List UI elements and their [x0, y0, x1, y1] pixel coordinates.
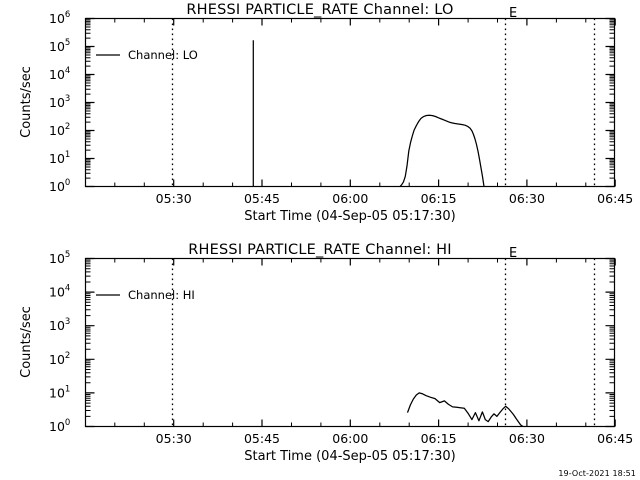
x-tick-labels-hi: 05:30 05:45 06:00 06:15 06:30 06:45	[156, 431, 634, 446]
event-marker-label-hi: E	[509, 246, 517, 261]
svg-text:100: 100	[49, 418, 70, 434]
svg-text:105: 105	[49, 250, 70, 266]
legend-lo: Channel: LO	[96, 48, 198, 62]
event-vlines-lo	[171, 18, 596, 187]
plot-frame-lo	[84, 17, 616, 188]
x-minor-ticks-lo	[114, 18, 587, 187]
y-major-ticks-lo	[85, 17, 615, 188]
legend-label-lo: Channel: LO	[128, 48, 198, 62]
data-series-lo	[252, 40, 485, 187]
svg-text:101: 101	[49, 384, 70, 400]
svg-text:103: 103	[49, 317, 70, 333]
plot-area-lo: E 100 101 102 103 104 105 106 05:30 05:4…	[19, 6, 634, 224]
x-major-ticks-hi	[173, 258, 616, 427]
svg-text:06:30: 06:30	[509, 191, 545, 206]
y-axis-title-lo: Counts/sec	[19, 66, 34, 138]
panel-title-lo: RHESSI PARTICLE_RATE Channel: LO	[186, 2, 454, 18]
plot-frame-hi	[84, 257, 616, 428]
svg-text:104: 104	[49, 66, 70, 82]
y-major-ticks-hi	[85, 257, 615, 428]
event-vlines-hi	[171, 258, 596, 427]
data-series-hi	[406, 392, 524, 428]
svg-text:06:30: 06:30	[509, 431, 545, 446]
plot-panel-lo: RHESSI PARTICLE_RATE Channel: LO	[19, 2, 634, 224]
svg-text:06:15: 06:15	[421, 431, 457, 446]
svg-text:101: 101	[49, 150, 70, 166]
y-tick-labels-hi: 100 101 102 103 104 105	[49, 250, 70, 434]
event-marker-label-lo: E	[509, 6, 517, 21]
plot-svg-lo: E 100 101 102 103 104 105 106 05:30 05:4…	[19, 6, 634, 224]
legend-hi: Channel: HI	[96, 288, 195, 302]
plot-panel-hi: RHESSI PARTICLE_RATE Channel: HI	[0, 240, 640, 480]
svg-text:102: 102	[49, 122, 70, 138]
svg-text:104: 104	[49, 284, 70, 300]
x-axis-title-hi: Start Time (04-Sep-05 05:17:30)	[244, 449, 455, 464]
svg-text:06:45: 06:45	[597, 431, 633, 446]
x-axis-title-lo: Start Time (04-Sep-05 05:17:30)	[244, 209, 455, 224]
svg-text:05:45: 05:45	[244, 431, 280, 446]
svg-text:106: 106	[49, 10, 70, 26]
x-major-ticks-lo	[173, 18, 616, 187]
y-axis-title-hi: Counts/sec	[19, 306, 34, 378]
svg-text:105: 105	[49, 38, 70, 54]
x-tick-labels-lo: 05:30 05:45 06:00 06:15 06:30 06:45	[156, 191, 634, 206]
svg-text:05:30: 05:30	[156, 191, 192, 206]
svg-text:102: 102	[49, 351, 70, 367]
plot-area-hi: E 100 101 102 103 104 105 05:30 05:45 06…	[0, 240, 640, 480]
svg-text:103: 103	[49, 94, 70, 110]
y-minor-ticks-lo	[85, 19, 615, 179]
render-timestamp: 19-Oct-2021 18:51	[558, 469, 636, 478]
panel-title-hi: RHESSI PARTICLE_RATE Channel: HI	[188, 242, 452, 258]
svg-text:06:15: 06:15	[421, 191, 457, 206]
x-minor-ticks-hi	[114, 258, 587, 427]
svg-text:05:30: 05:30	[156, 431, 192, 446]
y-tick-labels-lo: 100 101 102 103 104 105 106	[49, 10, 70, 194]
y-minor-ticks-hi	[85, 259, 615, 417]
plot-svg-hi: E 100 101 102 103 104 105 05:30 05:45 06…	[19, 246, 634, 464]
svg-text:06:00: 06:00	[332, 431, 368, 446]
svg-text:05:45: 05:45	[244, 191, 280, 206]
svg-text:06:00: 06:00	[332, 191, 368, 206]
svg-text:06:45: 06:45	[597, 191, 633, 206]
legend-label-hi: Channel: HI	[128, 288, 195, 302]
svg-text:100: 100	[49, 178, 70, 194]
